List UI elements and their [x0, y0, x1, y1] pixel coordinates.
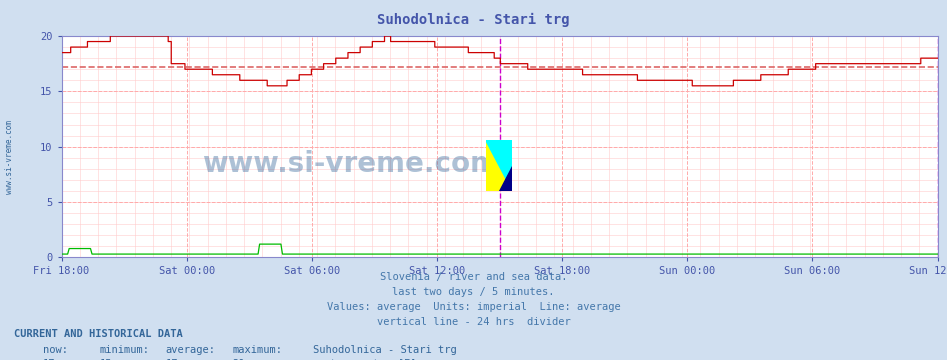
Text: Values: average  Units: imperial  Line: average: Values: average Units: imperial Line: av… [327, 302, 620, 312]
Text: Slovenia / river and sea data.: Slovenia / river and sea data. [380, 272, 567, 282]
Text: Suhodolnica - Stari trg: Suhodolnica - Stari trg [377, 13, 570, 27]
Text: Suhodolnica - Stari trg: Suhodolnica - Stari trg [313, 345, 456, 355]
Text: minimum:: minimum: [99, 345, 150, 355]
Polygon shape [499, 166, 512, 191]
Text: 17: 17 [43, 359, 55, 360]
Text: temperature[F]: temperature[F] [330, 359, 417, 360]
Text: now:: now: [43, 345, 67, 355]
Text: maximum:: maximum: [232, 345, 282, 355]
Text: last two days / 5 minutes.: last two days / 5 minutes. [392, 287, 555, 297]
Polygon shape [486, 140, 512, 191]
Text: CURRENT AND HISTORICAL DATA: CURRENT AND HISTORICAL DATA [14, 329, 183, 339]
Text: www.si-vreme.com: www.si-vreme.com [5, 120, 14, 194]
Text: average:: average: [166, 345, 216, 355]
Text: vertical line - 24 hrs  divider: vertical line - 24 hrs divider [377, 317, 570, 327]
Text: www.si-vreme.com: www.si-vreme.com [202, 150, 499, 179]
Polygon shape [486, 140, 512, 191]
Text: 17: 17 [166, 359, 178, 360]
Text: 20: 20 [232, 359, 244, 360]
Text: 15: 15 [99, 359, 112, 360]
